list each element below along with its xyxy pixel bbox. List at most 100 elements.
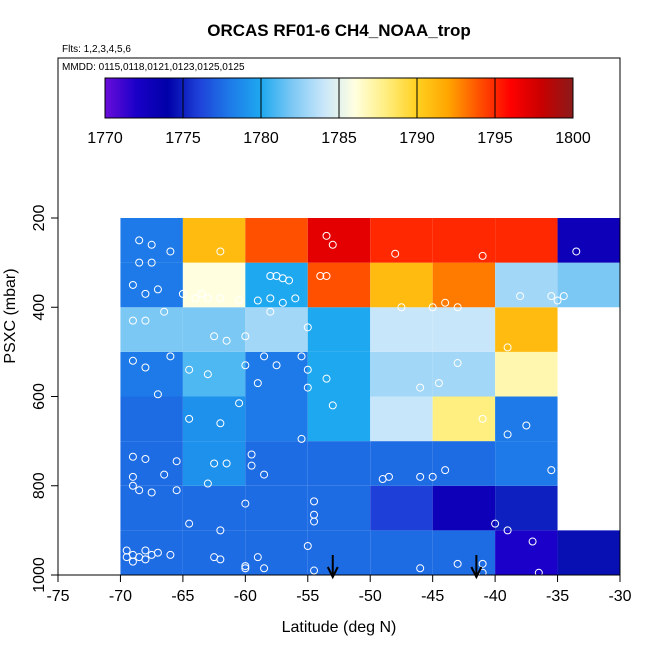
heatmap-cell <box>307 307 371 352</box>
heatmap-cell <box>432 530 496 575</box>
heatmap-cell <box>370 396 433 442</box>
colorbar-tick-label: 1770 <box>87 130 123 147</box>
dates-subtitle: MMDD: 0115,0118,0121,0123,0125,0125 <box>62 62 245 73</box>
sample-point <box>128 316 137 325</box>
y-tick-label: 200 <box>31 205 48 232</box>
sample-point <box>141 555 150 564</box>
colorbar-tick-label: 1790 <box>399 130 435 147</box>
sample-point <box>128 356 137 365</box>
sample-point <box>303 365 312 374</box>
sample-point <box>491 519 500 528</box>
y-tick-label: 1000 <box>31 557 48 593</box>
heatmap-cell <box>307 351 371 397</box>
sample-point <box>547 292 556 301</box>
sample-point <box>216 247 225 256</box>
sample-point <box>553 296 562 305</box>
sample-point <box>141 316 150 325</box>
sample-point <box>528 537 537 546</box>
heatmap-cell <box>432 307 496 352</box>
heatmap-cell <box>495 351 558 397</box>
heatmap-cell <box>245 396 308 442</box>
heatmap-cells <box>120 218 620 575</box>
x-tick-label: -45 <box>421 588 444 605</box>
sample-point <box>316 272 325 281</box>
sample-point <box>135 236 144 245</box>
y-tick-label: 400 <box>31 294 48 321</box>
sample-point <box>178 289 187 298</box>
heatmap-cell <box>307 485 371 531</box>
sample-point <box>197 289 206 298</box>
heatmap-cell <box>245 530 308 575</box>
sample-point <box>141 289 150 298</box>
sample-point <box>128 452 137 461</box>
heatmap-cell <box>120 396 183 442</box>
heatmap-cell <box>182 351 246 397</box>
sample-point <box>441 298 450 307</box>
heatmap-cell <box>182 396 246 442</box>
colorbar: 1770 1775 1780 1785 1790 1795 1800 <box>87 77 591 147</box>
sample-point <box>128 481 137 490</box>
sample-point <box>272 361 281 370</box>
x-tick-label: -70 <box>109 588 132 605</box>
sample-point <box>216 294 225 303</box>
sample-point <box>391 249 400 258</box>
heatmap-cell <box>245 351 308 397</box>
sample-point <box>122 553 131 562</box>
heatmap-cell <box>370 485 433 531</box>
down-arrow-icon <box>470 555 483 580</box>
heatmap-cell <box>370 441 433 486</box>
heatmap-cell <box>370 262 433 308</box>
sample-point <box>260 352 269 361</box>
heatmap-cell <box>120 530 183 575</box>
sample-point <box>185 365 194 374</box>
sample-point <box>147 488 156 497</box>
sample-point <box>216 555 225 564</box>
sample-point <box>503 343 512 352</box>
sample-point <box>166 352 175 361</box>
sample-point <box>266 294 275 303</box>
heatmap-cell <box>370 351 433 397</box>
x-tick-label: -75 <box>46 588 69 605</box>
sample-point <box>322 231 331 240</box>
heatmap-cell <box>245 485 308 531</box>
sample-point <box>478 559 487 568</box>
sample-point <box>235 399 244 408</box>
heatmap-cell <box>495 396 558 442</box>
x-axis-label: Latitude (deg N) <box>282 619 397 636</box>
sample-point <box>203 370 212 379</box>
sample-point <box>303 541 312 550</box>
sample-point <box>310 517 319 526</box>
heatmap-cell <box>307 396 371 442</box>
plot-frame <box>57 57 621 576</box>
heatmap-cell <box>432 485 496 531</box>
colorbar-tick-label: 1785 <box>321 130 357 147</box>
heatmap-cell <box>495 262 558 308</box>
colorbar-tick-label: 1780 <box>243 130 279 147</box>
sample-point <box>253 296 262 305</box>
sample-point <box>185 519 194 528</box>
colorbar-tick-label: 1795 <box>477 130 513 147</box>
heatmap-cell <box>557 530 620 575</box>
heatmap-cell <box>120 441 183 486</box>
heatmap-cell <box>370 218 433 263</box>
sample-point <box>166 550 175 559</box>
sample-point <box>547 466 556 475</box>
sample-point <box>153 548 162 557</box>
sample-point <box>478 414 487 423</box>
y-axis-label: PSXC (mbar) <box>2 268 19 363</box>
heatmap-cell <box>307 441 371 486</box>
sample-point <box>247 450 256 459</box>
colorbar-tick-label: 1775 <box>165 130 201 147</box>
heatmap-cell <box>432 218 496 263</box>
heatmap-cell <box>307 218 371 263</box>
sample-point <box>328 240 337 249</box>
heatmap-cell <box>432 441 496 486</box>
sample-point <box>322 374 331 383</box>
sample-point <box>416 472 425 481</box>
sample-point <box>503 526 512 535</box>
sample-point <box>559 292 568 301</box>
sample-point <box>141 546 150 555</box>
sample-point <box>128 472 137 481</box>
sample-point <box>310 566 319 575</box>
y-tick-label: 600 <box>31 383 48 410</box>
